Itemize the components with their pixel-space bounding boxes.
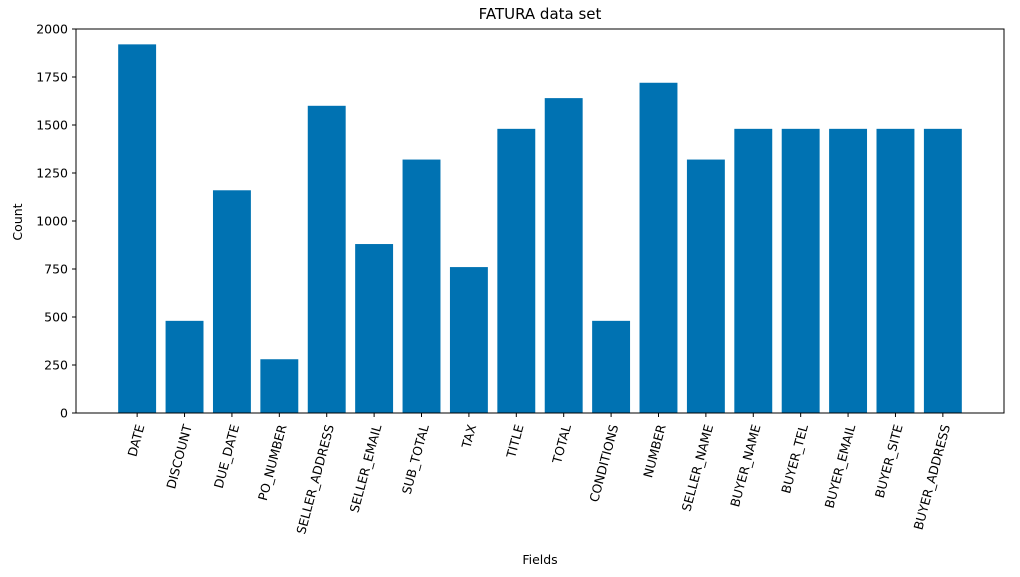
bar-seller-name [686,159,725,413]
y-tick-label: 1750 [36,70,68,85]
x-tick-label-total: TOTAL [549,423,574,466]
x-tick-label-discount: DISCOUNT [163,422,195,490]
y-axis-label: Count [10,203,25,240]
bar-tax [449,267,488,413]
x-tick-label-number: NUMBER [640,423,669,480]
bar-seller-email [355,244,394,413]
bar-conditions [592,320,631,413]
x-tick-label-due-date: DUE_DATE [211,423,242,490]
x-tick-label-buyer-address: BUYER_ADDRESS [911,423,954,532]
x-tick-label-buyer-name: BUYER_NAME [727,423,763,509]
x-tick-label-sub-total: SUB_TOTAL [399,423,432,496]
bar-title [497,128,536,413]
y-tick-label: 750 [44,262,68,277]
y-axis: 0 250 500 750 1000 1250 1500 1750 2000 [36,22,76,421]
bar-buyer-tel [781,128,820,413]
bar-due-date [212,190,251,413]
bar-po-number [260,359,299,413]
y-tick-label: 1000 [36,214,68,229]
y-tick-label: 1250 [36,166,68,181]
bar-sub-total [402,159,441,413]
bars-group [118,44,962,414]
x-tick-label-tax: TAX [458,422,479,450]
x-tick-label-title: TITLE [503,423,527,461]
x-tick-label-buyer-tel: BUYER_TEL [778,423,811,495]
bar-seller-address [307,105,346,414]
x-tick-label-date: DATE [125,423,148,458]
x-tick-label-seller-address: SELLER_ADDRESS [293,423,337,536]
x-tick-label-seller-email: SELLER_EMAIL [346,423,384,514]
plot-frame [75,28,1005,414]
x-tick-label-buyer-site: BUYER_SITE [872,423,906,500]
bar-buyer-address [923,128,962,413]
bar-total [544,98,583,414]
chart-title: FATURA data set [479,5,602,23]
bar-buyer-email [829,128,868,413]
bar-number [639,82,678,413]
y-tick-label: 2000 [36,22,68,37]
bar-discount [165,320,204,413]
x-axis-label: Fields [522,552,557,567]
y-tick-label: 500 [44,310,68,325]
x-axis: DATE DISCOUNT DUE_DATE PO_NUMBER SELLER_ADDR… [125,413,954,536]
bar-date [118,44,157,414]
bar-buyer-name [734,128,773,413]
x-tick-label-seller-name: SELLER_NAME [679,423,717,513]
x-tick-label-po-number: PO_NUMBER [255,423,290,503]
x-tick-label-buyer-email: BUYER_EMAIL [822,423,859,510]
x-tick-label-conditions: CONDITIONS [586,423,621,504]
y-tick-label: 1500 [36,118,68,133]
y-tick-label: 250 [44,358,68,373]
bar-buyer-site [876,128,915,413]
y-tick-label: 0 [60,406,68,421]
